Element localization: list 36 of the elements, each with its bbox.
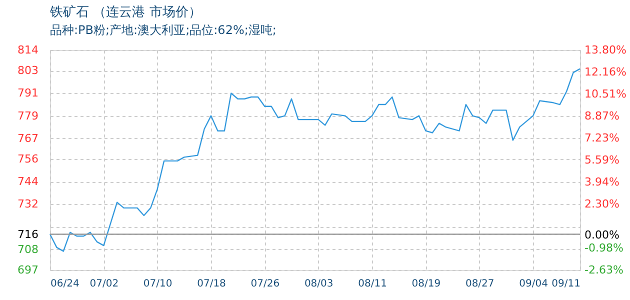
y2-tick-label: 10.51% [584,88,626,101]
x-tick-label: 06/24 [50,278,80,290]
x-tick-label: 08/27 [465,278,494,290]
y-tick-label: 814 [18,44,38,56]
x-tick-label: 08/03 [304,278,334,290]
y2-tick-label: 7.23% [584,131,620,144]
x-tick-label: 07/26 [250,278,280,290]
x-tick-label: 08/11 [358,278,387,290]
y2-tick-label: -0.98% [584,241,624,254]
x-tick-label: 09/11 [552,278,580,290]
y-tick-label: 716 [18,228,38,241]
y-tick-label: 732 [18,198,38,211]
y2-tick-label: 12.16% [584,65,626,78]
y-tick-label: 803 [18,64,38,78]
y2-tick-label: -2.63% [584,264,624,276]
chart-subtitle: 品种:PB粉;产地:澳大利亚;品位:62%;湿吨; [50,23,276,37]
y-tick-label: 708 [18,242,38,256]
y2-tick-label: 3.94% [584,176,620,189]
x-tick-label: 07/18 [197,278,226,290]
x-tick-label: 07/10 [143,278,172,290]
x-tick-label: 09/04 [519,278,548,290]
y-tick-label: 744 [18,175,38,188]
y2-tick-label: 13.80% [584,44,626,56]
y-tick-label: 791 [18,86,38,100]
x-tick-label: 07/02 [90,278,119,290]
y2-tick-label: 5.59% [584,153,620,166]
y-tick-label: 756 [18,152,38,166]
y-tick-label: 767 [18,132,38,145]
y-tick-label: 697 [18,264,38,276]
y-tick-label: 779 [18,109,38,122]
y2-tick-label: 8.87% [584,110,620,123]
x-tick-label: 08/19 [412,278,441,290]
y2-tick-label: 2.30% [584,197,620,210]
chart-title: 铁矿石 （连云港 市场价） [49,5,202,20]
line-series [49,68,581,252]
y2-tick-label: 0.00% [584,228,620,242]
